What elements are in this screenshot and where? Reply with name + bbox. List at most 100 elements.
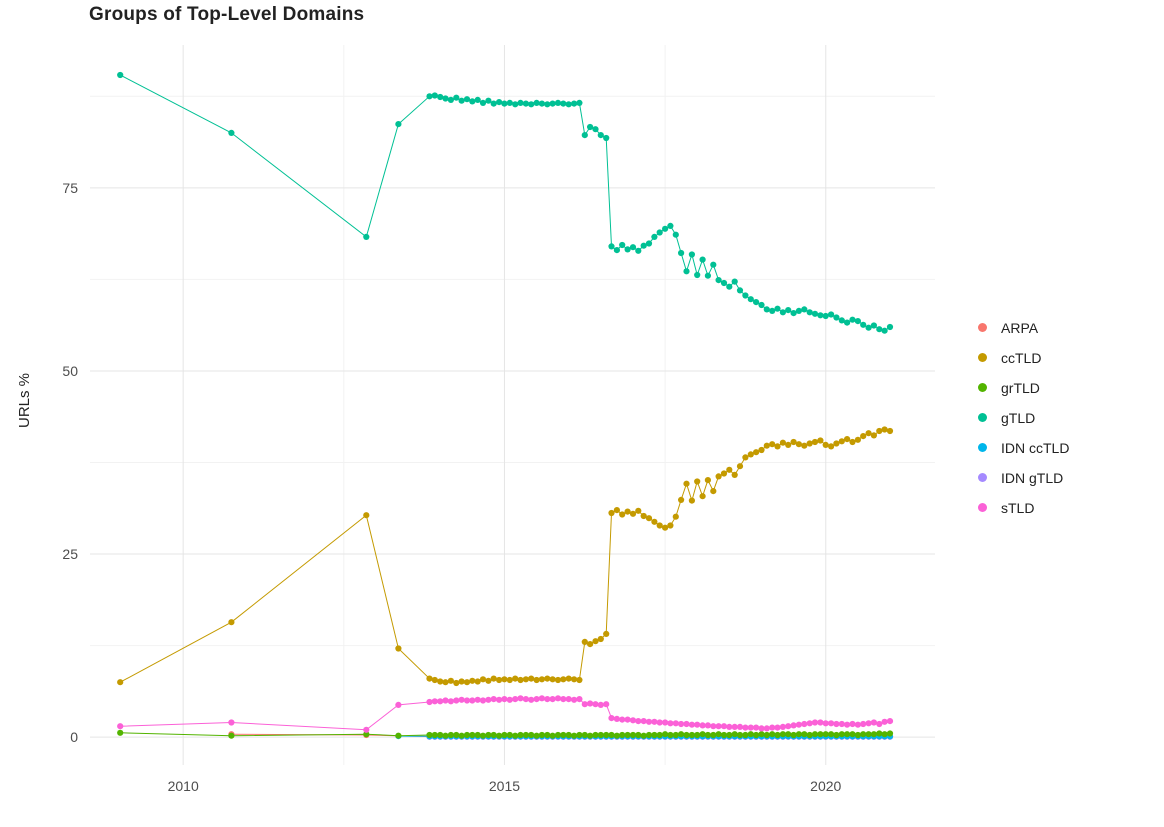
data-point [678, 720, 685, 728]
data-point [597, 132, 604, 139]
data-point [881, 426, 888, 433]
legend-label: ccTLD [1001, 349, 1042, 366]
data-point [485, 696, 492, 703]
data-point [763, 731, 770, 739]
data-point [828, 443, 835, 450]
data-point [779, 723, 787, 731]
data-point [597, 635, 604, 643]
legend-item: grTLD [978, 377, 1069, 398]
data-point [806, 309, 813, 316]
data-point [720, 279, 728, 287]
data-point [437, 678, 444, 685]
data-point [833, 731, 840, 739]
data-point [795, 441, 803, 448]
data-point [747, 724, 754, 731]
data-point [811, 438, 819, 446]
data-point [678, 496, 685, 503]
data-point [731, 278, 738, 285]
data-point [678, 731, 685, 738]
data-point [576, 676, 583, 684]
data-point [870, 322, 878, 329]
x-tick-label: 2020 [810, 778, 841, 794]
data-point [710, 731, 717, 739]
data-point [560, 100, 567, 107]
y-tick-label: 0 [70, 729, 78, 745]
data-point [474, 678, 481, 685]
data-point [592, 701, 599, 708]
data-point [656, 522, 663, 529]
data-point [726, 731, 733, 739]
data-point [587, 123, 594, 131]
data-point [662, 719, 669, 726]
chart-title: Groups of Top-Level Domains [89, 4, 365, 25]
data-point [838, 731, 845, 738]
x-tick-label: 2015 [489, 778, 520, 794]
data-point [833, 440, 840, 447]
data-point [506, 696, 513, 703]
data-point [635, 731, 642, 739]
data-point [544, 101, 551, 108]
data-point [736, 723, 744, 731]
data-point [458, 97, 465, 104]
data-point [844, 319, 851, 326]
data-point [769, 307, 776, 314]
data-point [506, 731, 513, 739]
legend-item: IDN ccTLD [978, 437, 1069, 458]
data-point [474, 696, 481, 703]
legend-dot-icon [978, 413, 987, 422]
data-point [447, 731, 454, 739]
data-point [811, 719, 819, 726]
data-point [463, 96, 471, 103]
data-point [694, 271, 701, 279]
data-point [469, 731, 476, 739]
data-point [881, 731, 888, 738]
legend-dot-icon [978, 443, 987, 452]
data-point [645, 731, 653, 739]
data-point [469, 697, 476, 704]
data-point [395, 732, 402, 739]
data-point [736, 287, 744, 294]
data-point [496, 696, 503, 703]
data-point [629, 717, 637, 724]
legend-dot-icon [978, 323, 987, 332]
data-point [517, 731, 524, 739]
data-point [881, 718, 888, 725]
data-point [854, 731, 862, 739]
data-point [533, 676, 540, 684]
data-point [720, 731, 728, 739]
data-point [849, 720, 856, 728]
data-point [571, 676, 578, 683]
data-point [554, 676, 562, 684]
data-point [538, 676, 546, 683]
data-point [747, 296, 754, 303]
data-point [656, 229, 663, 236]
data-point [694, 478, 701, 485]
data-point [549, 696, 556, 703]
data-point [790, 310, 797, 317]
data-point [592, 638, 599, 645]
data-point [779, 439, 787, 446]
data-point [758, 725, 765, 732]
data-point [886, 427, 894, 435]
data-point [629, 731, 637, 739]
data-point [463, 731, 471, 739]
data-point [710, 488, 717, 495]
data-point [672, 720, 679, 727]
data-point [715, 473, 722, 480]
data-point [790, 438, 797, 446]
data-point [838, 438, 845, 445]
data-point [704, 272, 712, 279]
data-point [608, 731, 615, 739]
legend-label: IDN ccTLD [1001, 439, 1070, 456]
legend-item: IDN gTLD [978, 467, 1069, 488]
data-point [656, 731, 663, 739]
data-point [571, 732, 578, 739]
data-point [538, 100, 546, 107]
data-point [806, 731, 813, 739]
data-point [453, 731, 460, 739]
data-point [662, 524, 669, 531]
data-point [549, 100, 556, 107]
data-point [442, 732, 449, 739]
data-point [726, 723, 733, 731]
data-point [528, 101, 535, 108]
